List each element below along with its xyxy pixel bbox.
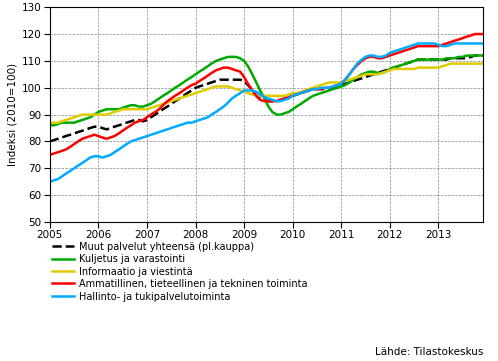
Kuljetus ja varastointi bbox=[476, 53, 482, 58]
Informaatio ja viestintä bbox=[419, 65, 425, 70]
Hallinto- ja tukipalvelutoiminta bbox=[249, 88, 255, 93]
Ammatillinen, tieteellinen ja tekninen toiminta bbox=[480, 32, 486, 36]
Informaatio ja viestintä bbox=[391, 67, 397, 71]
Hallinto- ja tukipalvelutoiminta bbox=[423, 41, 429, 45]
Kuljetus ja varastointi bbox=[391, 65, 397, 70]
Ammatillinen, tieteellinen ja tekninen toiminta bbox=[116, 131, 122, 136]
Hallinto- ja tukipalvelutoiminta bbox=[391, 49, 397, 54]
Informaatio ja viestintä bbox=[476, 61, 482, 66]
Kuljetus ja varastointi bbox=[480, 53, 486, 58]
Legend: Muut palvelut yhteensä (pl.kauppa), Kuljetus ja varastointi, Informaatio ja vies: Muut palvelut yhteensä (pl.kauppa), Kulj… bbox=[52, 242, 307, 302]
Kuljetus ja varastointi bbox=[92, 113, 98, 117]
Line: Muut palvelut yhteensä (pl.kauppa): Muut palvelut yhteensä (pl.kauppa) bbox=[50, 56, 483, 142]
Ammatillinen, tieteellinen ja tekninen toiminta bbox=[249, 88, 255, 93]
Line: Informaatio ja viestintä: Informaatio ja viestintä bbox=[50, 64, 483, 123]
Informaatio ja viestintä bbox=[92, 113, 98, 117]
Muut palvelut yhteensä (pl.kauppa) bbox=[92, 125, 98, 129]
Text: Lähde: Tilastokeskus: Lähde: Tilastokeskus bbox=[374, 347, 483, 357]
Kuljetus ja varastointi bbox=[116, 107, 122, 112]
Kuljetus ja varastointi bbox=[249, 72, 255, 77]
Muut palvelut yhteensä (pl.kauppa) bbox=[116, 123, 122, 127]
Line: Hallinto- ja tukipalvelutoiminta: Hallinto- ja tukipalvelutoiminta bbox=[50, 43, 483, 182]
Hallinto- ja tukipalvelutoiminta bbox=[47, 179, 53, 184]
Muut palvelut yhteensä (pl.kauppa) bbox=[47, 139, 53, 144]
Kuljetus ja varastointi bbox=[464, 53, 470, 58]
Line: Kuljetus ja varastointi: Kuljetus ja varastointi bbox=[50, 56, 483, 125]
Line: Ammatillinen, tieteellinen ja tekninen toiminta: Ammatillinen, tieteellinen ja tekninen t… bbox=[50, 34, 483, 155]
Informaatio ja viestintä bbox=[116, 108, 122, 113]
Ammatillinen, tieteellinen ja tekninen toiminta bbox=[47, 153, 53, 157]
Ammatillinen, tieteellinen ja tekninen toiminta bbox=[92, 132, 98, 137]
Hallinto- ja tukipalvelutoiminta bbox=[415, 41, 421, 45]
Muut palvelut yhteensä (pl.kauppa) bbox=[472, 53, 478, 58]
Muut palvelut yhteensä (pl.kauppa) bbox=[249, 88, 255, 93]
Y-axis label: Indeksi (2010=100): Indeksi (2010=100) bbox=[7, 63, 17, 166]
Informaatio ja viestintä bbox=[47, 121, 53, 125]
Ammatillinen, tieteellinen ja tekninen toiminta bbox=[476, 32, 482, 36]
Muut palvelut yhteensä (pl.kauppa) bbox=[391, 65, 397, 70]
Hallinto- ja tukipalvelutoiminta bbox=[116, 147, 122, 152]
Informaatio ja viestintä bbox=[480, 61, 486, 66]
Informaatio ja viestintä bbox=[448, 61, 454, 66]
Muut palvelut yhteensä (pl.kauppa) bbox=[419, 57, 425, 62]
Muut palvelut yhteensä (pl.kauppa) bbox=[476, 53, 482, 58]
Informaatio ja viestintä bbox=[249, 92, 255, 97]
Muut palvelut yhteensä (pl.kauppa) bbox=[480, 53, 486, 58]
Ammatillinen, tieteellinen ja tekninen toiminta bbox=[419, 44, 425, 48]
Kuljetus ja varastointi bbox=[419, 57, 425, 62]
Kuljetus ja varastointi bbox=[47, 123, 53, 127]
Ammatillinen, tieteellinen ja tekninen toiminta bbox=[472, 32, 478, 36]
Hallinto- ja tukipalvelutoiminta bbox=[92, 154, 98, 158]
Hallinto- ja tukipalvelutoiminta bbox=[476, 41, 482, 45]
Ammatillinen, tieteellinen ja tekninen toiminta bbox=[391, 52, 397, 56]
Hallinto- ja tukipalvelutoiminta bbox=[480, 41, 486, 45]
